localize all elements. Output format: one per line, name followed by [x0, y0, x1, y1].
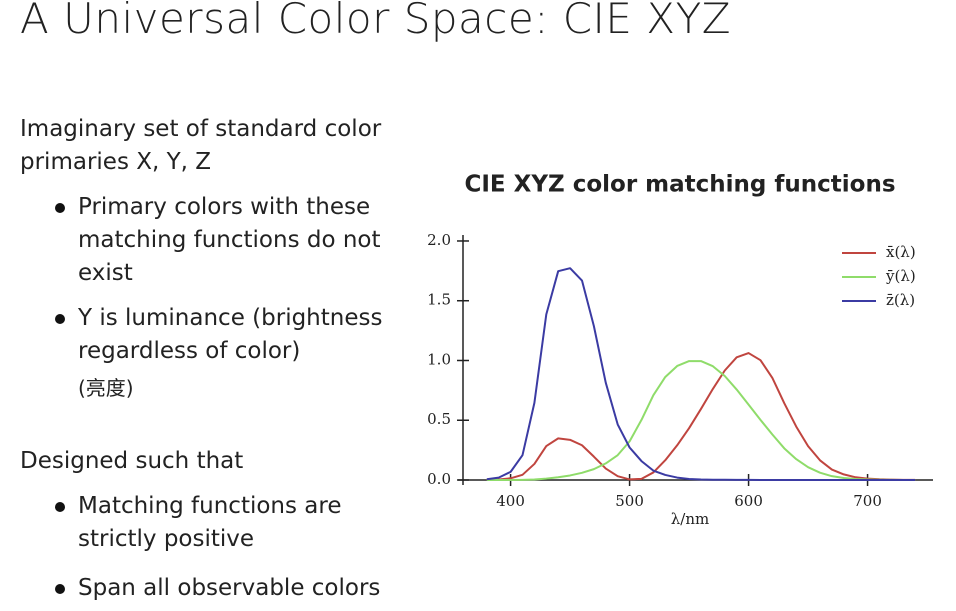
bullet-text: Y is luminance (brightness regardless of… — [78, 305, 383, 364]
bullet: Y is luminance (brightness regardless of… — [20, 302, 398, 405]
slide-title: A Universal Color Space: CIE XYZ — [20, 0, 732, 43]
section: Designed such that Matching functions ar… — [20, 445, 400, 605]
section: Imaginary set of standard color primarie… — [20, 113, 400, 405]
series-line — [486, 267, 916, 481]
bullet: Span all observable colors — [20, 572, 398, 605]
x-tick-label: 400 — [496, 492, 525, 510]
y-tick-label: 1.5 — [427, 291, 451, 309]
note: (亮度) — [78, 376, 134, 400]
x-axis-label: λ/nm — [671, 510, 709, 528]
legend-label: ȳ(λ) — [885, 267, 916, 285]
y-tick-label: 1.0 — [427, 350, 451, 368]
series-line — [486, 360, 916, 481]
y-tick-label: 0.5 — [427, 410, 451, 428]
x-tick-label: 500 — [615, 492, 644, 510]
section-text: Designed such that — [20, 448, 244, 474]
series-line — [486, 352, 916, 481]
x-tick-label: 600 — [734, 492, 763, 510]
bullet: Primary colors with these matching funct… — [20, 191, 398, 290]
x-tick-label: 700 — [853, 492, 882, 510]
bullet-list: Primary colors with these matching funct… — [20, 191, 400, 405]
y-tick-label: 2.0 — [427, 231, 451, 249]
chart-title: CIE XYZ color matching functions — [464, 172, 895, 198]
bullet-list: Matching functions are strictly positive… — [20, 490, 400, 605]
y-tick-label: 0.0 — [427, 470, 451, 488]
bullet: Matching functions are strictly positive — [20, 490, 398, 556]
section-text: Imaginary set of standard color primarie… — [20, 116, 382, 175]
legend-label: x̄(λ) — [886, 243, 916, 261]
legend-label: z̄(λ) — [886, 291, 915, 309]
